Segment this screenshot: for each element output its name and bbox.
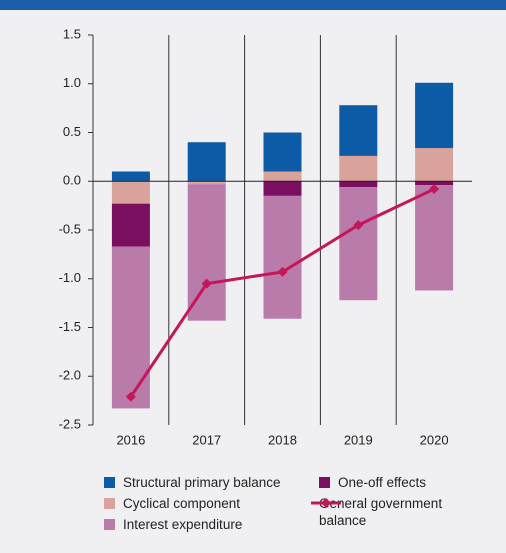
chart: 1.5 1.0 0.5 0.0 -0.5 -1.0 -1.5 -2.0 -2.5 2016 2017… (59, 26, 472, 447)
y-tick-label: 1.0 (63, 75, 81, 90)
legend-label: Cyclical component (123, 496, 241, 511)
bar-segment (187, 142, 226, 182)
y-tick-label: 0.0 (63, 173, 81, 188)
line-marker (353, 220, 364, 231)
y-tick-label: -2.0 (59, 368, 81, 383)
legend-item: General government balance (311, 495, 469, 529)
line-marker (125, 391, 136, 402)
y-tick-label: -1.0 (59, 270, 81, 285)
legend-swatch (319, 477, 330, 488)
bar-segment (263, 195, 302, 319)
bar-segment (415, 185, 454, 291)
y-tick-label: -0.5 (59, 221, 81, 236)
line-marker (277, 266, 288, 277)
title-band (0, 0, 506, 10)
legend-label: Structural primary balance (123, 475, 281, 490)
legend-item: Interest expenditure (104, 516, 242, 533)
bar-segment (415, 148, 454, 182)
bar-segment (111, 203, 150, 247)
legend-label: General government balance (319, 496, 443, 528)
legend-swatch (104, 498, 115, 509)
legend-label: One-off effects (338, 475, 427, 490)
x-tick-label: 2016 (116, 432, 145, 447)
legend-item: Cyclical component (104, 495, 240, 512)
bar-segment (339, 155, 378, 182)
legend-item: Structural primary balance (104, 474, 281, 491)
bar-segment (339, 181, 378, 188)
legend-item: One-off effects (319, 474, 426, 491)
bar-segment (111, 181, 150, 204)
bar-segment (263, 171, 302, 182)
x-tick-label: 2020 (420, 432, 449, 447)
line-marker (429, 184, 440, 195)
bar-segment (111, 171, 150, 182)
line-marker (201, 278, 212, 289)
legend-swatch (104, 519, 115, 530)
legend-label: Interest expenditure (123, 517, 243, 532)
y-tick-label: 0.5 (63, 124, 81, 139)
legend-swatch (104, 477, 115, 488)
y-tick-label: -2.5 (59, 416, 81, 431)
legend-swatch (311, 498, 341, 508)
bar-segment (339, 187, 378, 301)
x-tick-label: 2019 (344, 432, 373, 447)
bar-segment (187, 181, 226, 185)
bar-segment (339, 105, 378, 156)
x-tick-label: 2018 (268, 432, 297, 447)
y-tick-label: -1.5 (59, 319, 81, 334)
bar-segment (263, 132, 302, 172)
bar-segment (111, 246, 150, 409)
bar-segment (415, 181, 454, 186)
bar-segment (415, 82, 454, 149)
x-tick-label: 2017 (192, 432, 221, 447)
bar-segment (187, 184, 226, 321)
bar-segment (263, 181, 302, 196)
y-tick-label: 1.5 (63, 26, 81, 41)
